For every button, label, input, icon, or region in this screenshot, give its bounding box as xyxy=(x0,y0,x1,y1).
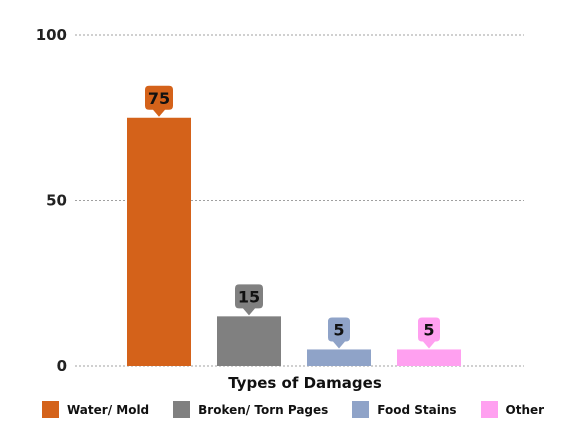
legend-label: Broken/ Torn Pages xyxy=(198,402,329,417)
bar xyxy=(217,316,281,366)
legend-item: Broken/ Torn Pages xyxy=(173,401,328,418)
legend-label: Water/ Mold xyxy=(67,402,150,417)
data-label-callout: 5 xyxy=(328,317,350,349)
y-axis-ticks: 0 50 100 xyxy=(36,26,67,375)
data-label: 75 xyxy=(148,89,170,108)
legend-item: Food Stains xyxy=(352,401,457,418)
legend-label: Food Stains xyxy=(377,402,457,417)
bar xyxy=(397,349,461,366)
bar xyxy=(307,349,371,366)
data-label-bubble xyxy=(235,284,263,316)
data-label-callout: 75 xyxy=(145,85,173,117)
legend-swatch xyxy=(173,401,191,418)
bars xyxy=(127,117,461,366)
bar xyxy=(127,117,191,366)
y-tick-label: 50 xyxy=(46,192,67,210)
data-labels: 75 15 5 5 xyxy=(145,85,440,349)
data-label: 15 xyxy=(238,287,260,306)
legend-label: Other xyxy=(505,402,545,417)
legend-swatch xyxy=(352,401,370,418)
y-tick-label: 100 xyxy=(36,26,67,44)
x-axis-title: Types of Damages xyxy=(228,374,382,392)
legend-item: Water/ Mold xyxy=(42,401,149,418)
data-label-bubble xyxy=(418,317,440,349)
legend-item: Other xyxy=(480,401,545,418)
data-label-bubble xyxy=(145,85,173,117)
data-label-callout: 15 xyxy=(235,284,263,316)
gridlines xyxy=(75,34,524,367)
y-tick-label: 0 xyxy=(57,357,67,375)
legend-swatch xyxy=(480,401,498,418)
data-label: 5 xyxy=(333,320,344,339)
legend-swatch xyxy=(42,401,59,418)
data-label-callout: 5 xyxy=(418,317,440,349)
data-label-bubble xyxy=(328,317,350,349)
legend: Water/ Mold Broken/ Torn Pages Food Stains… xyxy=(42,401,568,418)
data-label: 5 xyxy=(423,320,434,339)
